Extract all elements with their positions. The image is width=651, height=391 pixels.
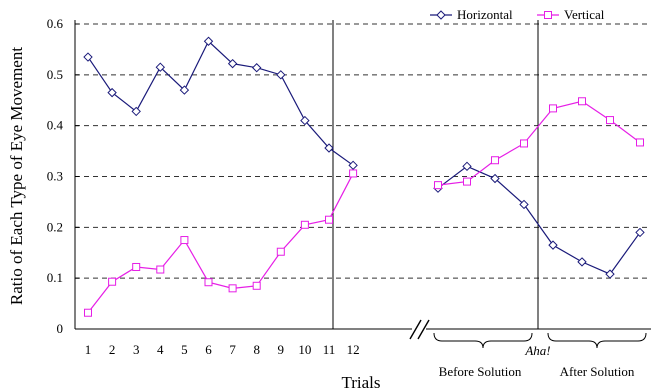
data-point bbox=[490, 173, 500, 184]
y-tick-label: 0.4 bbox=[47, 118, 64, 133]
data-point bbox=[549, 104, 557, 113]
series-line bbox=[437, 165, 641, 275]
data-point bbox=[324, 143, 334, 153]
series-vertical bbox=[84, 97, 644, 317]
data-point bbox=[578, 97, 586, 106]
data-point bbox=[83, 52, 93, 62]
series-line bbox=[87, 173, 354, 314]
legend-label: Vertical bbox=[564, 7, 605, 22]
y-tick-label: 0 bbox=[57, 321, 64, 336]
data-point bbox=[108, 277, 117, 286]
data-point bbox=[462, 161, 472, 172]
series-line bbox=[87, 40, 354, 166]
data-point bbox=[227, 58, 238, 69]
data-point bbox=[107, 87, 117, 98]
data-point bbox=[605, 269, 615, 279]
x-tick-label: 2 bbox=[109, 342, 116, 357]
data-point bbox=[300, 220, 309, 229]
data-point bbox=[204, 278, 213, 287]
series-layer bbox=[83, 36, 645, 317]
data-point bbox=[276, 247, 285, 256]
data-point bbox=[349, 169, 358, 178]
x-tick-label: 7 bbox=[229, 342, 236, 357]
x-tick-label: 12 bbox=[347, 342, 360, 357]
y-tick-label: 0.2 bbox=[47, 219, 63, 234]
segment-label-before-solution: Before Solution bbox=[439, 364, 522, 379]
data-point bbox=[520, 139, 528, 148]
data-point bbox=[132, 262, 141, 271]
x-tick-label: 11 bbox=[323, 342, 336, 357]
legend-marker bbox=[436, 10, 446, 20]
data-point bbox=[276, 70, 286, 80]
data-point bbox=[251, 63, 262, 73]
data-point bbox=[519, 199, 529, 210]
series-horizontal bbox=[83, 36, 645, 279]
data-point bbox=[155, 62, 166, 72]
axis-layer bbox=[74, 20, 651, 349]
data-point bbox=[577, 257, 587, 267]
data-point bbox=[180, 236, 189, 245]
x-tick-label: 5 bbox=[181, 342, 188, 357]
label-layer: 00.10.20.30.40.50.61 2 3 4 5 6 7 8 9 10 11 12Before… bbox=[7, 7, 635, 391]
data-point bbox=[463, 177, 471, 186]
data-point bbox=[179, 85, 190, 95]
axis-break-mark bbox=[417, 319, 430, 340]
x-tick-label: 3 bbox=[133, 342, 140, 357]
data-point bbox=[203, 36, 214, 46]
brace-after-solution bbox=[547, 332, 647, 349]
y-tick-label: 0.6 bbox=[47, 16, 64, 31]
axis-break-mark bbox=[409, 319, 422, 340]
data-point bbox=[252, 281, 261, 290]
legend-marker bbox=[544, 11, 552, 19]
aha-annotation: Aha! bbox=[524, 343, 550, 358]
data-point bbox=[228, 284, 237, 293]
data-point bbox=[635, 227, 645, 238]
x-tick-label: 10 bbox=[298, 342, 311, 357]
data-point bbox=[131, 106, 141, 117]
data-point bbox=[156, 265, 165, 274]
data-point bbox=[548, 240, 558, 250]
x-axis-title: Trials bbox=[341, 373, 380, 391]
segment-label-after-solution: After Solution bbox=[560, 364, 635, 379]
y-tick-label: 0.1 bbox=[47, 270, 63, 285]
x-tick-label: 4 bbox=[157, 342, 164, 357]
x-tick-label: 9 bbox=[278, 342, 285, 357]
y-tick-label: 0.3 bbox=[47, 169, 63, 184]
data-point bbox=[636, 138, 644, 147]
data-point bbox=[84, 308, 92, 317]
data-point bbox=[606, 116, 614, 125]
data-point bbox=[348, 160, 358, 171]
data-point bbox=[325, 215, 333, 224]
legend: Horizontal Vertical bbox=[430, 7, 605, 22]
data-point bbox=[434, 181, 442, 190]
grid-layer bbox=[75, 23, 651, 279]
x-tick-label: 6 bbox=[205, 342, 212, 357]
brace-before-solution bbox=[433, 332, 533, 349]
x-tick-label: 8 bbox=[253, 342, 260, 357]
legend-label: Horizontal bbox=[457, 7, 513, 22]
data-point bbox=[300, 115, 310, 126]
series-line bbox=[437, 100, 641, 186]
y-axis-title: Ratio of Each Type of Eye Movement bbox=[7, 47, 26, 305]
x-tick-label: 1 bbox=[85, 342, 92, 357]
data-point bbox=[491, 156, 499, 165]
y-tick-label: 0.5 bbox=[47, 67, 63, 82]
